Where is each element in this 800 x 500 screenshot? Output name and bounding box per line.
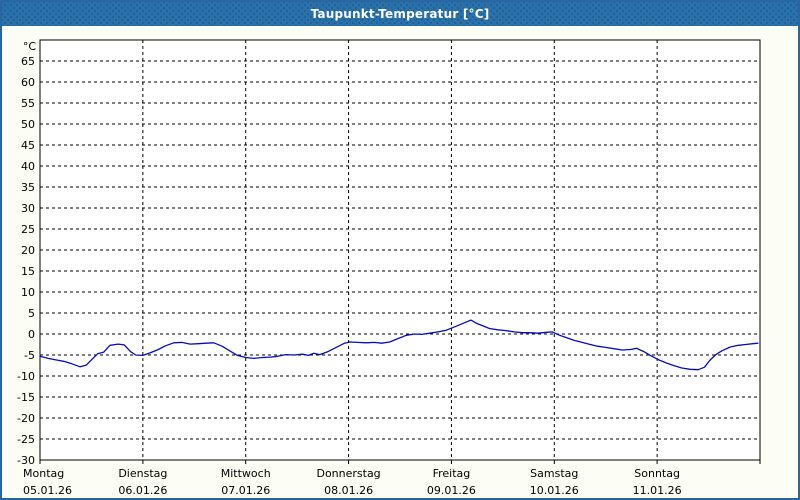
svg-text:55: 55 xyxy=(21,97,35,110)
svg-text:25: 25 xyxy=(21,223,35,236)
svg-text:65: 65 xyxy=(21,55,35,68)
svg-text:-5: -5 xyxy=(24,349,35,362)
weekday-label: Dienstag xyxy=(118,467,167,480)
svg-text:40: 40 xyxy=(21,160,35,173)
weekday-label: Donnerstag xyxy=(316,467,380,480)
y-axis-unit-label: °C xyxy=(23,40,37,53)
date-label: 05.01.26 xyxy=(23,484,72,497)
date-label: 07.01.26 xyxy=(221,484,270,497)
axis-ticks xyxy=(39,460,761,464)
svg-text:-10: -10 xyxy=(17,370,35,383)
date-label: 08.01.26 xyxy=(324,484,373,497)
svg-text:5: 5 xyxy=(28,307,35,320)
svg-text:35: 35 xyxy=(21,181,35,194)
weekday-label: Freitag xyxy=(433,467,471,480)
title-bar: Taupunkt-Temperatur [°C] xyxy=(2,2,798,26)
y-gridlines xyxy=(40,60,760,440)
svg-text:50: 50 xyxy=(21,118,35,131)
svg-text:45: 45 xyxy=(21,139,35,152)
svg-text:0: 0 xyxy=(28,328,35,341)
date-label: 09.01.26 xyxy=(427,484,476,497)
svg-text:-20: -20 xyxy=(17,412,35,425)
svg-text:10: 10 xyxy=(21,286,35,299)
svg-text:-25: -25 xyxy=(17,433,35,446)
date-label: 11.01.26 xyxy=(633,484,682,497)
svg-text:30: 30 xyxy=(21,202,35,215)
svg-text:15: 15 xyxy=(21,265,35,278)
chart-title: Taupunkt-Temperatur [°C] xyxy=(310,7,490,21)
weekday-label: Montag xyxy=(23,467,64,480)
date-label: 06.01.26 xyxy=(118,484,167,497)
x-axis-labels: Montag 05.01.26 Dienstag 06.01.26 Mittwoch 07… xyxy=(23,467,682,497)
data-line-Taupunkt-Temperatur xyxy=(39,319,759,371)
weekday-label: Mittwoch xyxy=(221,467,271,480)
weekday-label: Sonntag xyxy=(634,467,680,480)
svg-text:20: 20 xyxy=(21,244,35,257)
svg-text:60: 60 xyxy=(21,76,35,89)
x-gridlines xyxy=(142,40,658,460)
svg-text:-15: -15 xyxy=(17,391,35,404)
y-axis-labels: -30 -25 -20 -15 -10 -5 0 5 10 15 20 25 30 35 40 45 50 55 6… xyxy=(17,55,35,467)
weekday-label: Samstag xyxy=(530,467,578,480)
svg-text:-30: -30 xyxy=(17,454,35,467)
date-label: 10.01.26 xyxy=(530,484,579,497)
